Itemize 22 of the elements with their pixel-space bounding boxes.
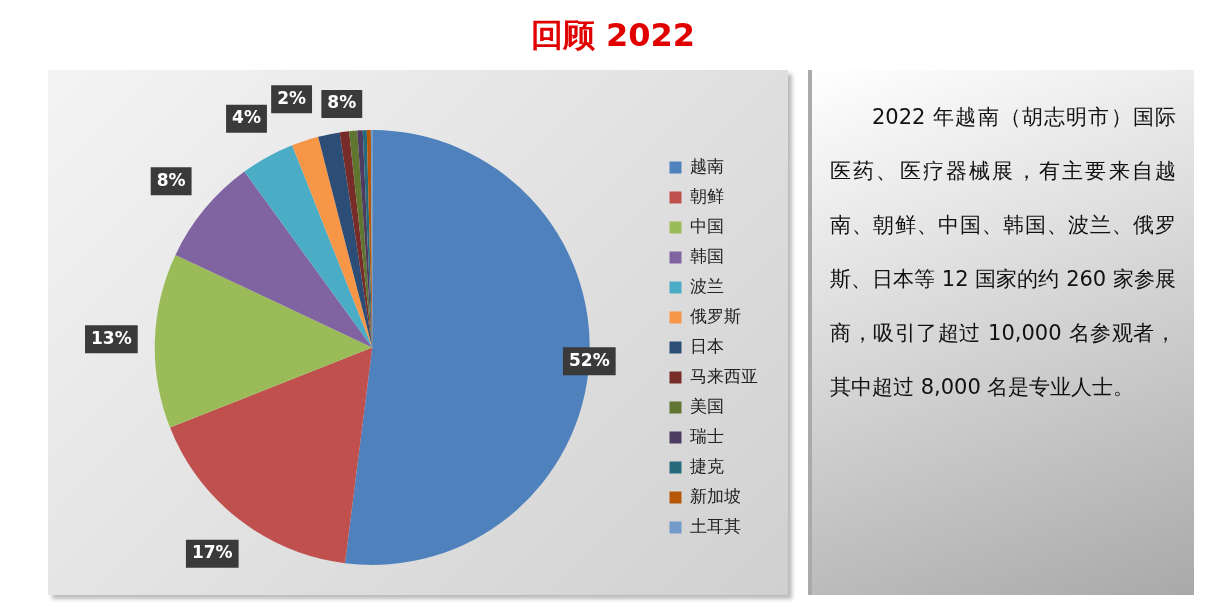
data-label: 4% [232, 107, 261, 128]
text: 8% [327, 92, 357, 113]
data-label: 17% [191, 542, 233, 563]
legend-label: 俄罗斯 [690, 305, 741, 326]
legend-label: 越南 [690, 155, 724, 176]
data-label: 8% [156, 169, 186, 190]
legend-label: 土耳其 [690, 515, 741, 536]
legend-label: 日本 [690, 335, 724, 356]
data-label: 13% [91, 327, 132, 348]
legend-label: 朝鲜 [690, 185, 724, 206]
legend-label: 韩国 [690, 245, 724, 266]
legend-label: 新加坡 [690, 485, 741, 506]
legend-label: 瑞士 [690, 425, 724, 446]
legend-label: 捷克 [690, 455, 724, 476]
legend-label: 中国 [690, 215, 724, 236]
legend-label: 波兰 [690, 275, 724, 296]
legend-label: 美国 [690, 395, 724, 416]
chart-title: 回顾 2022 [529, 15, 697, 56]
data-label: 52% [568, 349, 610, 370]
data-label: 2% [277, 87, 307, 108]
legend-label: 马来西亚 [690, 365, 758, 386]
text: 2022 年越南（胡志明市）国际医药、医疗器械展，有主要来自越南、朝鲜、中国、韩国、波兰、俄罗斯、日本等 12 国家的约 260 家参展商，吸引了超过 10,000 名参观者，其中超过 8,000 名是专业人士。 [830, 105, 1176, 399]
